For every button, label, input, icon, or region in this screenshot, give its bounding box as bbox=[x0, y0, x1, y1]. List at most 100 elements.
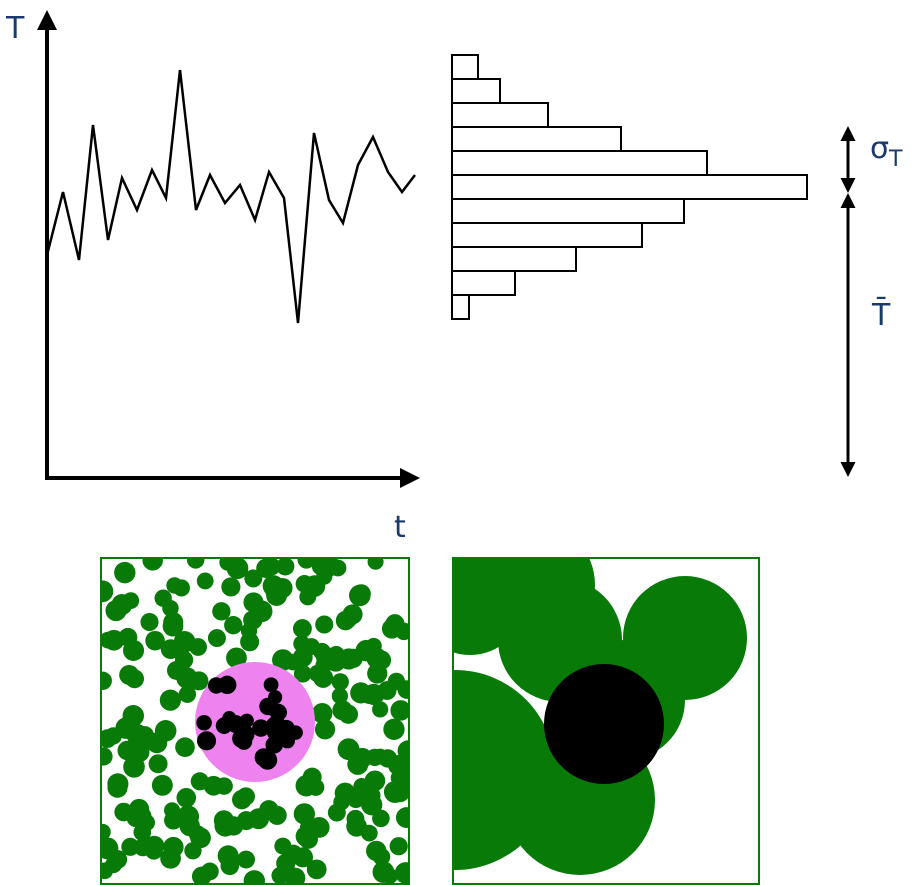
signal-line bbox=[47, 70, 415, 323]
particle-inside bbox=[196, 715, 211, 730]
particle bbox=[390, 837, 408, 855]
particle bbox=[127, 809, 145, 827]
particle bbox=[312, 558, 329, 575]
particle bbox=[383, 719, 404, 740]
x-axis-label: t bbox=[394, 510, 406, 545]
particle bbox=[111, 594, 132, 615]
particle bbox=[204, 776, 224, 796]
particle-image-right bbox=[355, 520, 759, 884]
histogram-bar bbox=[452, 199, 684, 223]
particle bbox=[179, 686, 196, 703]
sigma-symbol: σ bbox=[870, 131, 889, 166]
particle bbox=[208, 629, 226, 647]
particle bbox=[263, 558, 281, 576]
particle bbox=[163, 837, 183, 857]
particle bbox=[328, 804, 346, 822]
histogram-bar bbox=[452, 223, 642, 247]
particle bbox=[293, 619, 312, 638]
particle bbox=[140, 613, 158, 631]
particle bbox=[176, 788, 196, 808]
particle bbox=[189, 638, 207, 656]
particle bbox=[221, 577, 240, 596]
particle bbox=[187, 551, 205, 569]
particle bbox=[114, 562, 135, 583]
particle bbox=[373, 848, 391, 866]
particle bbox=[296, 775, 318, 797]
particle bbox=[346, 816, 367, 837]
particle bbox=[259, 800, 278, 819]
particle bbox=[352, 584, 371, 603]
particle bbox=[163, 612, 183, 632]
particle-inside bbox=[280, 733, 295, 748]
particle bbox=[123, 640, 144, 661]
mean-label: T̄ bbox=[871, 297, 891, 333]
particle bbox=[164, 802, 180, 818]
histogram-bar bbox=[452, 175, 807, 199]
particle bbox=[155, 720, 177, 742]
histogram bbox=[452, 55, 807, 319]
particle bbox=[160, 690, 181, 711]
particle bbox=[197, 573, 214, 590]
particle-image-left bbox=[91, 550, 418, 885]
histogram-bar bbox=[452, 55, 478, 79]
particle bbox=[332, 673, 349, 690]
particle bbox=[94, 747, 112, 765]
particle bbox=[149, 754, 168, 773]
particle-inside bbox=[259, 698, 276, 715]
particle bbox=[265, 582, 284, 601]
particle bbox=[366, 749, 383, 766]
core-particle bbox=[544, 664, 664, 784]
particle-inside bbox=[208, 677, 224, 693]
particle bbox=[356, 640, 377, 661]
particle bbox=[396, 807, 417, 828]
particle bbox=[104, 630, 125, 651]
particle bbox=[232, 790, 251, 809]
particle bbox=[227, 557, 249, 579]
particle bbox=[94, 672, 112, 690]
particle bbox=[105, 727, 122, 744]
particle bbox=[224, 816, 243, 835]
sigma-subscript: T bbox=[888, 147, 903, 172]
particle bbox=[145, 631, 165, 651]
particle bbox=[388, 755, 408, 775]
particle bbox=[125, 669, 144, 688]
particle bbox=[91, 580, 113, 602]
particle bbox=[307, 859, 327, 879]
histogram-bar bbox=[452, 151, 707, 175]
histogram-bar bbox=[452, 271, 515, 295]
particle bbox=[296, 575, 314, 593]
particle-inside bbox=[255, 748, 273, 766]
particle bbox=[96, 862, 113, 879]
particle bbox=[274, 838, 291, 855]
particle bbox=[395, 862, 417, 884]
particle bbox=[166, 577, 182, 593]
particle bbox=[363, 684, 384, 705]
particle-inside bbox=[197, 731, 216, 750]
particle bbox=[343, 604, 363, 624]
particle bbox=[152, 775, 173, 796]
particle bbox=[175, 737, 195, 757]
particle bbox=[96, 837, 118, 859]
particle bbox=[184, 842, 201, 859]
particle bbox=[347, 754, 368, 775]
particle bbox=[218, 845, 239, 866]
particle bbox=[382, 619, 402, 639]
particle bbox=[243, 592, 263, 612]
histogram-bar bbox=[452, 127, 621, 151]
particle bbox=[212, 602, 230, 620]
particle bbox=[365, 770, 386, 791]
particle bbox=[276, 854, 295, 873]
histogram-bar bbox=[452, 247, 576, 271]
particle bbox=[315, 615, 333, 633]
particle bbox=[368, 554, 384, 570]
particle bbox=[389, 782, 410, 803]
particle bbox=[189, 825, 206, 842]
particle-inside bbox=[236, 733, 253, 750]
y-axis-label: T bbox=[5, 11, 25, 46]
particle bbox=[367, 663, 387, 683]
particle bbox=[107, 773, 128, 794]
particle bbox=[313, 668, 333, 688]
particle-inside bbox=[264, 677, 279, 692]
particle-inside bbox=[227, 715, 245, 733]
histogram-bar bbox=[452, 79, 500, 103]
